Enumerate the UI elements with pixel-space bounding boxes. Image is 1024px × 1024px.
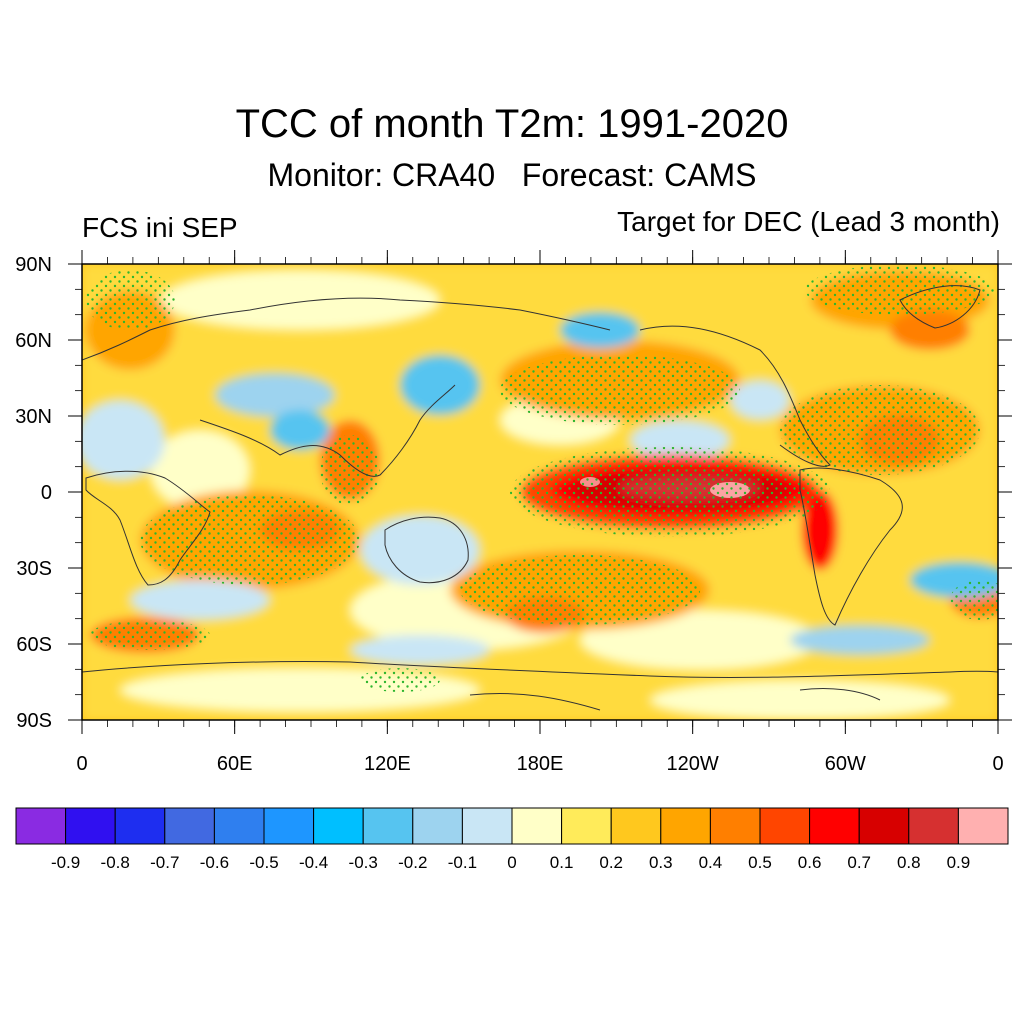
init-label: FCS ini SEP xyxy=(82,212,238,243)
colorbar-swatch xyxy=(957,807,1009,845)
colorbar-swatch xyxy=(164,807,215,845)
colorbar-swatch xyxy=(213,807,265,845)
colorbar-swatch xyxy=(65,807,116,845)
colorbar-label: -0.2 xyxy=(398,853,428,872)
colorbar-swatch xyxy=(561,807,612,845)
lat-tick-label: 30N xyxy=(15,406,52,428)
colorbar-label: -0.1 xyxy=(447,853,478,872)
colorbar-label: -0.7 xyxy=(150,853,180,872)
lon-tick-label: 120E xyxy=(364,753,411,775)
colorbar-label: 0.6 xyxy=(797,853,822,872)
colorbar-swatch xyxy=(313,807,364,845)
colorbar-label: 0.2 xyxy=(599,853,624,872)
lon-tick-label: 180E xyxy=(517,753,564,775)
colorbar-swatch xyxy=(362,807,414,845)
colorbar-label: 0.9 xyxy=(946,853,971,872)
lat-tick-label: 90S xyxy=(16,710,52,732)
colorbar-swatch xyxy=(660,807,711,845)
chart-title: TCC of month T2m: 1991-2020 xyxy=(235,102,789,146)
colorbar-swatch xyxy=(809,807,860,845)
coastlines xyxy=(82,285,998,711)
lon-tick-label: 60E xyxy=(217,753,253,775)
lat-tick-label: 0 xyxy=(41,482,52,504)
colorbar-swatch xyxy=(114,807,166,845)
colorbar-label: -0.8 xyxy=(100,853,130,872)
colorbar-swatch xyxy=(610,807,662,845)
colorbar-label: 0.4 xyxy=(698,853,723,872)
colorbar-label: -0.9 xyxy=(50,853,81,872)
colorbar xyxy=(15,807,1009,845)
lon-tick-label: 0 xyxy=(992,753,1003,775)
colorbar-label: 0.7 xyxy=(847,853,872,872)
longitude-axis: 0 60E 120E 180E 120W 60W 0 xyxy=(76,250,1004,775)
lon-tick-label: 60W xyxy=(825,753,866,775)
colorbar-label: 0.8 xyxy=(896,853,921,872)
colorbar-swatch xyxy=(709,807,761,845)
colorbar-label: 0 xyxy=(507,853,517,872)
colorbar-label: 0.1 xyxy=(549,853,574,872)
lat-tick-label: 90N xyxy=(15,254,52,276)
colorbar-swatch xyxy=(908,807,959,845)
correlation-field xyxy=(82,264,998,720)
colorbar-label: -0.4 xyxy=(298,853,329,872)
colorbar-label: 0.3 xyxy=(648,853,673,872)
lat-tick-label: 30S xyxy=(16,558,52,580)
lon-tick-label: 0 xyxy=(76,753,87,775)
colorbar-label: -0.3 xyxy=(348,853,378,872)
lat-tick-label: 60N xyxy=(15,330,52,352)
colorbar-swatch xyxy=(15,807,67,845)
target-label: Target for DEC (Lead 3 month) xyxy=(617,206,1000,237)
colorbar-label: -0.5 xyxy=(249,853,279,872)
lat-tick-label: 60S xyxy=(16,634,52,656)
lon-tick-label: 120W xyxy=(667,753,719,775)
colorbar-swatch xyxy=(461,807,513,845)
colorbar-swatch xyxy=(759,807,811,845)
colorbar-swatch xyxy=(511,807,563,845)
chart-subtitle: Monitor: CRA40 Forecast: CAMS xyxy=(267,157,757,193)
colorbar-swatch xyxy=(412,807,463,845)
colorbar-label: 0.5 xyxy=(748,853,772,872)
colorbar-swatch xyxy=(858,807,910,845)
significance-stippling xyxy=(85,265,998,692)
colorbar-label: -0.6 xyxy=(199,853,230,872)
latitude-axis: 90N 60N 30N 0 30S 60S 90S xyxy=(15,254,1012,732)
colorbar-swatch xyxy=(263,807,315,845)
